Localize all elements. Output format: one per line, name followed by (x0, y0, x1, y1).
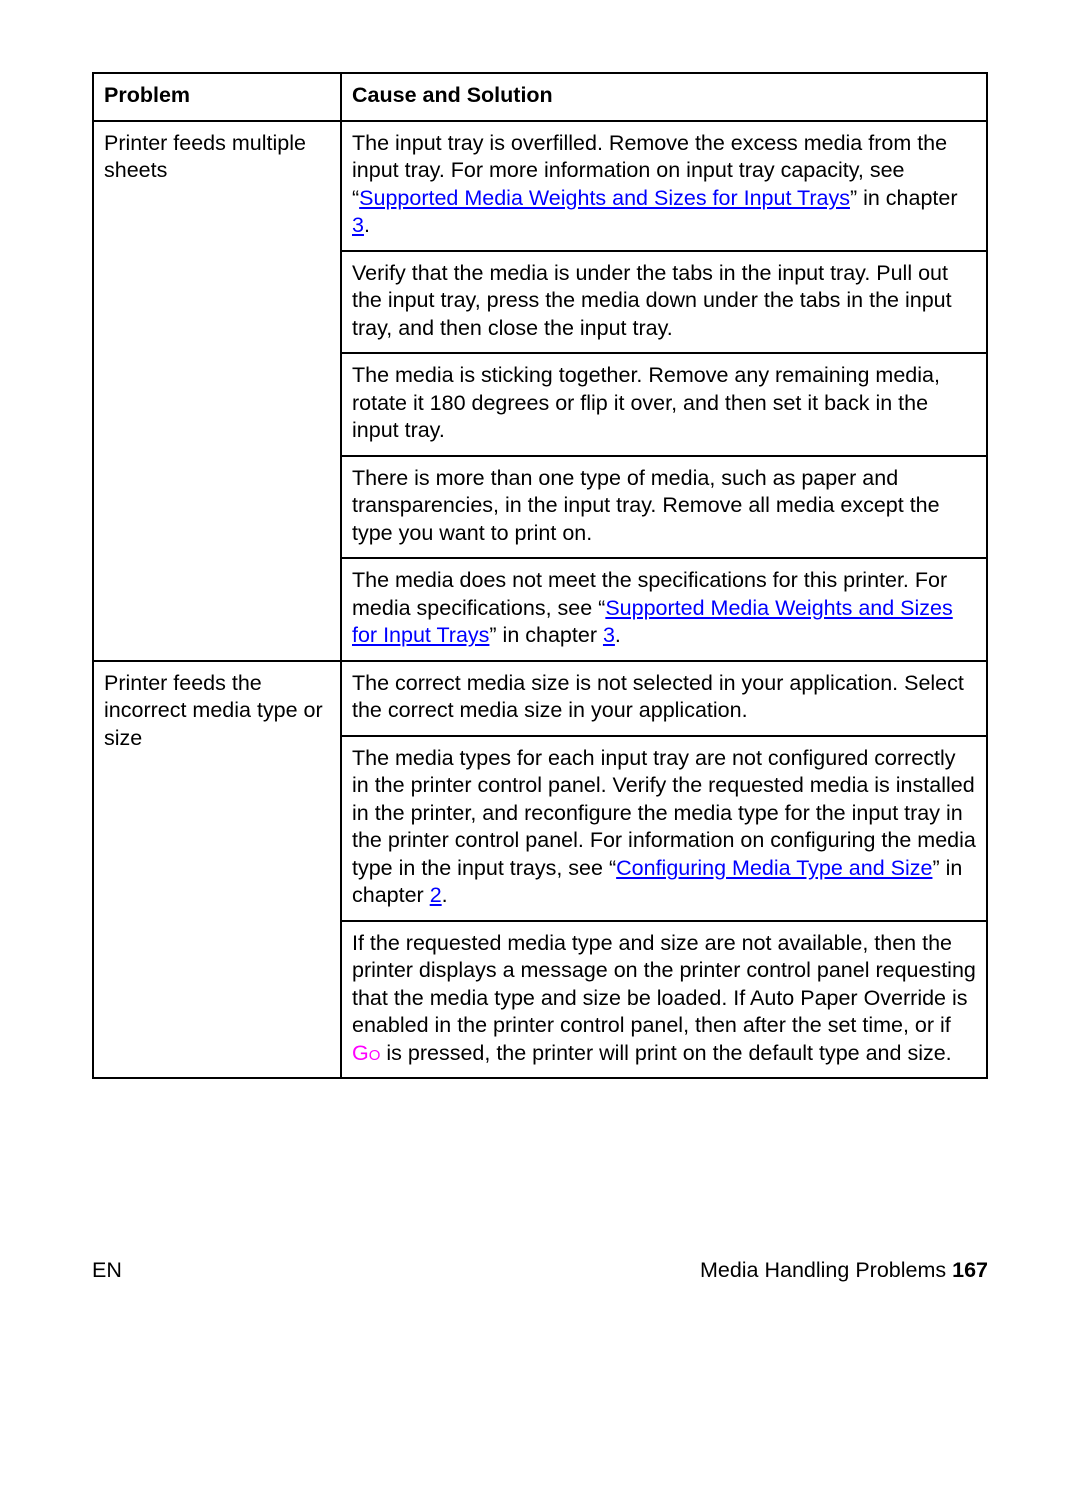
page: Problem Cause and Solution Printer feeds… (0, 0, 1080, 1495)
table-row: Printer feeds the incorrect media type o… (93, 661, 987, 736)
solution-cell: The media does not meet the specificatio… (341, 558, 987, 661)
go-key-text: Go (352, 1041, 380, 1065)
solution-text: ” in chapter (850, 186, 958, 210)
solution-cell: There is more than one type of media, su… (341, 456, 987, 559)
solution-text: . (364, 213, 370, 237)
xref-chapter-link[interactable]: 2 (430, 883, 442, 907)
troubleshooting-table: Problem Cause and Solution Printer feeds… (92, 72, 988, 1079)
problem-cell: Printer feeds the incorrect media type o… (93, 661, 341, 1079)
solution-cell: The media is sticking together. Remove a… (341, 353, 987, 456)
solution-cell: The media types for each input tray are … (341, 736, 987, 921)
col-header-cause: Cause and Solution (341, 73, 987, 121)
xref-link[interactable]: Configuring Media Type and Size (616, 856, 932, 880)
xref-chapter-link[interactable]: 3 (603, 623, 615, 647)
solution-text: If the requested media type and size are… (352, 931, 976, 1038)
solution-cell: If the requested media type and size are… (341, 921, 987, 1079)
solution-cell: The input tray is overfilled. Remove the… (341, 121, 987, 251)
xref-chapter-link[interactable]: 3 (352, 213, 364, 237)
solution-cell: The correct media size is not selected i… (341, 661, 987, 736)
footer-section: Media Handling Problems 167 (700, 1258, 988, 1283)
table-header-row: Problem Cause and Solution (93, 73, 987, 121)
footer-page-number: 167 (952, 1258, 988, 1282)
solution-text: is pressed, the printer will print on th… (380, 1041, 951, 1065)
table-row: Printer feeds multiple sheets The input … (93, 121, 987, 251)
page-footer: EN Media Handling Problems 167 (92, 1258, 988, 1283)
solution-text: ” in chapter (489, 623, 603, 647)
solution-text: . (615, 623, 621, 647)
footer-section-title: Media Handling Problems (700, 1258, 946, 1282)
solution-cell: Verify that the media is under the tabs … (341, 251, 987, 354)
xref-link[interactable]: Supported Media Weights and Sizes for In… (359, 186, 850, 210)
col-header-problem: Problem (93, 73, 341, 121)
footer-language: EN (92, 1258, 122, 1283)
problem-cell: Printer feeds multiple sheets (93, 121, 341, 661)
solution-text: . (442, 883, 448, 907)
